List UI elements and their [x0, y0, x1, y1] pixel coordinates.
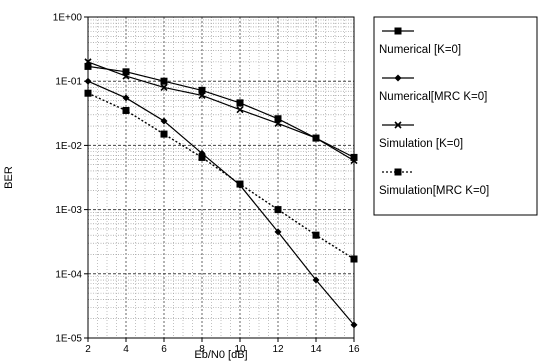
data-point — [274, 228, 282, 236]
data-point — [198, 86, 206, 94]
data-point — [160, 130, 168, 138]
data-point — [122, 68, 130, 76]
legend-swatch-marker — [394, 27, 402, 35]
x-tick-label: 10 — [234, 344, 246, 355]
data-point — [236, 180, 244, 188]
data-point — [160, 117, 168, 125]
legend-label: Numerical [K=0] — [379, 44, 461, 56]
y-tick-label: 1E-01 — [55, 77, 82, 88]
legend-entry: Simulation[MRC K=0] — [379, 168, 489, 197]
legend: Numerical [K=0] Numerical[MRC K=0] Simulat… — [373, 16, 538, 216]
x-tick-label: 14 — [310, 344, 322, 355]
x-tick-label: 8 — [199, 344, 205, 355]
legend-label: Numerical[MRC K=0] — [379, 91, 487, 103]
legend-swatch-marker — [394, 168, 402, 176]
x-tick-label: 12 — [272, 344, 284, 355]
y-tick-label: 1E-02 — [55, 141, 82, 152]
x-tick-label: 16 — [348, 344, 360, 355]
legend-entry: Numerical[MRC K=0] — [379, 74, 487, 103]
plot-frame — [87, 16, 355, 339]
data-point — [312, 276, 320, 284]
legend-label: Simulation [K=0] — [379, 138, 463, 150]
data-point — [274, 206, 282, 214]
x-axis-ticks: 2 4 6 8 10 12 14 16 — [85, 338, 360, 355]
data-point — [122, 106, 130, 114]
data-point — [198, 91, 206, 100]
data-point — [312, 231, 320, 239]
y-tick-label: 1E-04 — [55, 269, 82, 280]
data-point — [122, 72, 130, 80]
data-point — [160, 83, 168, 91]
x-tick-label: 2 — [85, 344, 91, 355]
legend-box — [373, 16, 538, 216]
legend-entry: Numerical [K=0] — [379, 27, 461, 56]
grid-lines — [87, 17, 355, 339]
data-point — [122, 94, 130, 102]
legend-label: Simulation[MRC K=0] — [379, 185, 489, 197]
series-line — [87, 92, 355, 260]
legend-swatch-marker — [394, 121, 402, 129]
series-line — [87, 65, 355, 158]
x-tick-label: 6 — [161, 344, 167, 355]
data-point — [274, 119, 282, 127]
data-point — [274, 115, 282, 123]
series-3 — [84, 58, 358, 165]
data-point — [160, 77, 168, 85]
legend-swatch-marker — [394, 74, 402, 82]
data-point — [312, 134, 320, 142]
x-axis-label: Eb/N0 [dB] — [194, 349, 247, 361]
y-tick-label: 1E-05 — [55, 334, 82, 345]
data-point — [236, 106, 244, 114]
data-point — [236, 99, 244, 107]
y-tick-label: 1E+00 — [53, 13, 83, 24]
data-point — [198, 153, 206, 161]
y-axis-label: BER — [3, 166, 15, 189]
series-line — [87, 61, 355, 162]
series-line — [87, 80, 355, 326]
y-tick-label: 1E-03 — [55, 205, 82, 216]
x-tick-label: 4 — [123, 344, 129, 355]
legend-entry: Simulation [K=0] — [379, 121, 463, 150]
y-axis-ticks: 1E+00 1E-01 1E-02 1E-03 1E-04 1E-05 — [53, 13, 88, 345]
